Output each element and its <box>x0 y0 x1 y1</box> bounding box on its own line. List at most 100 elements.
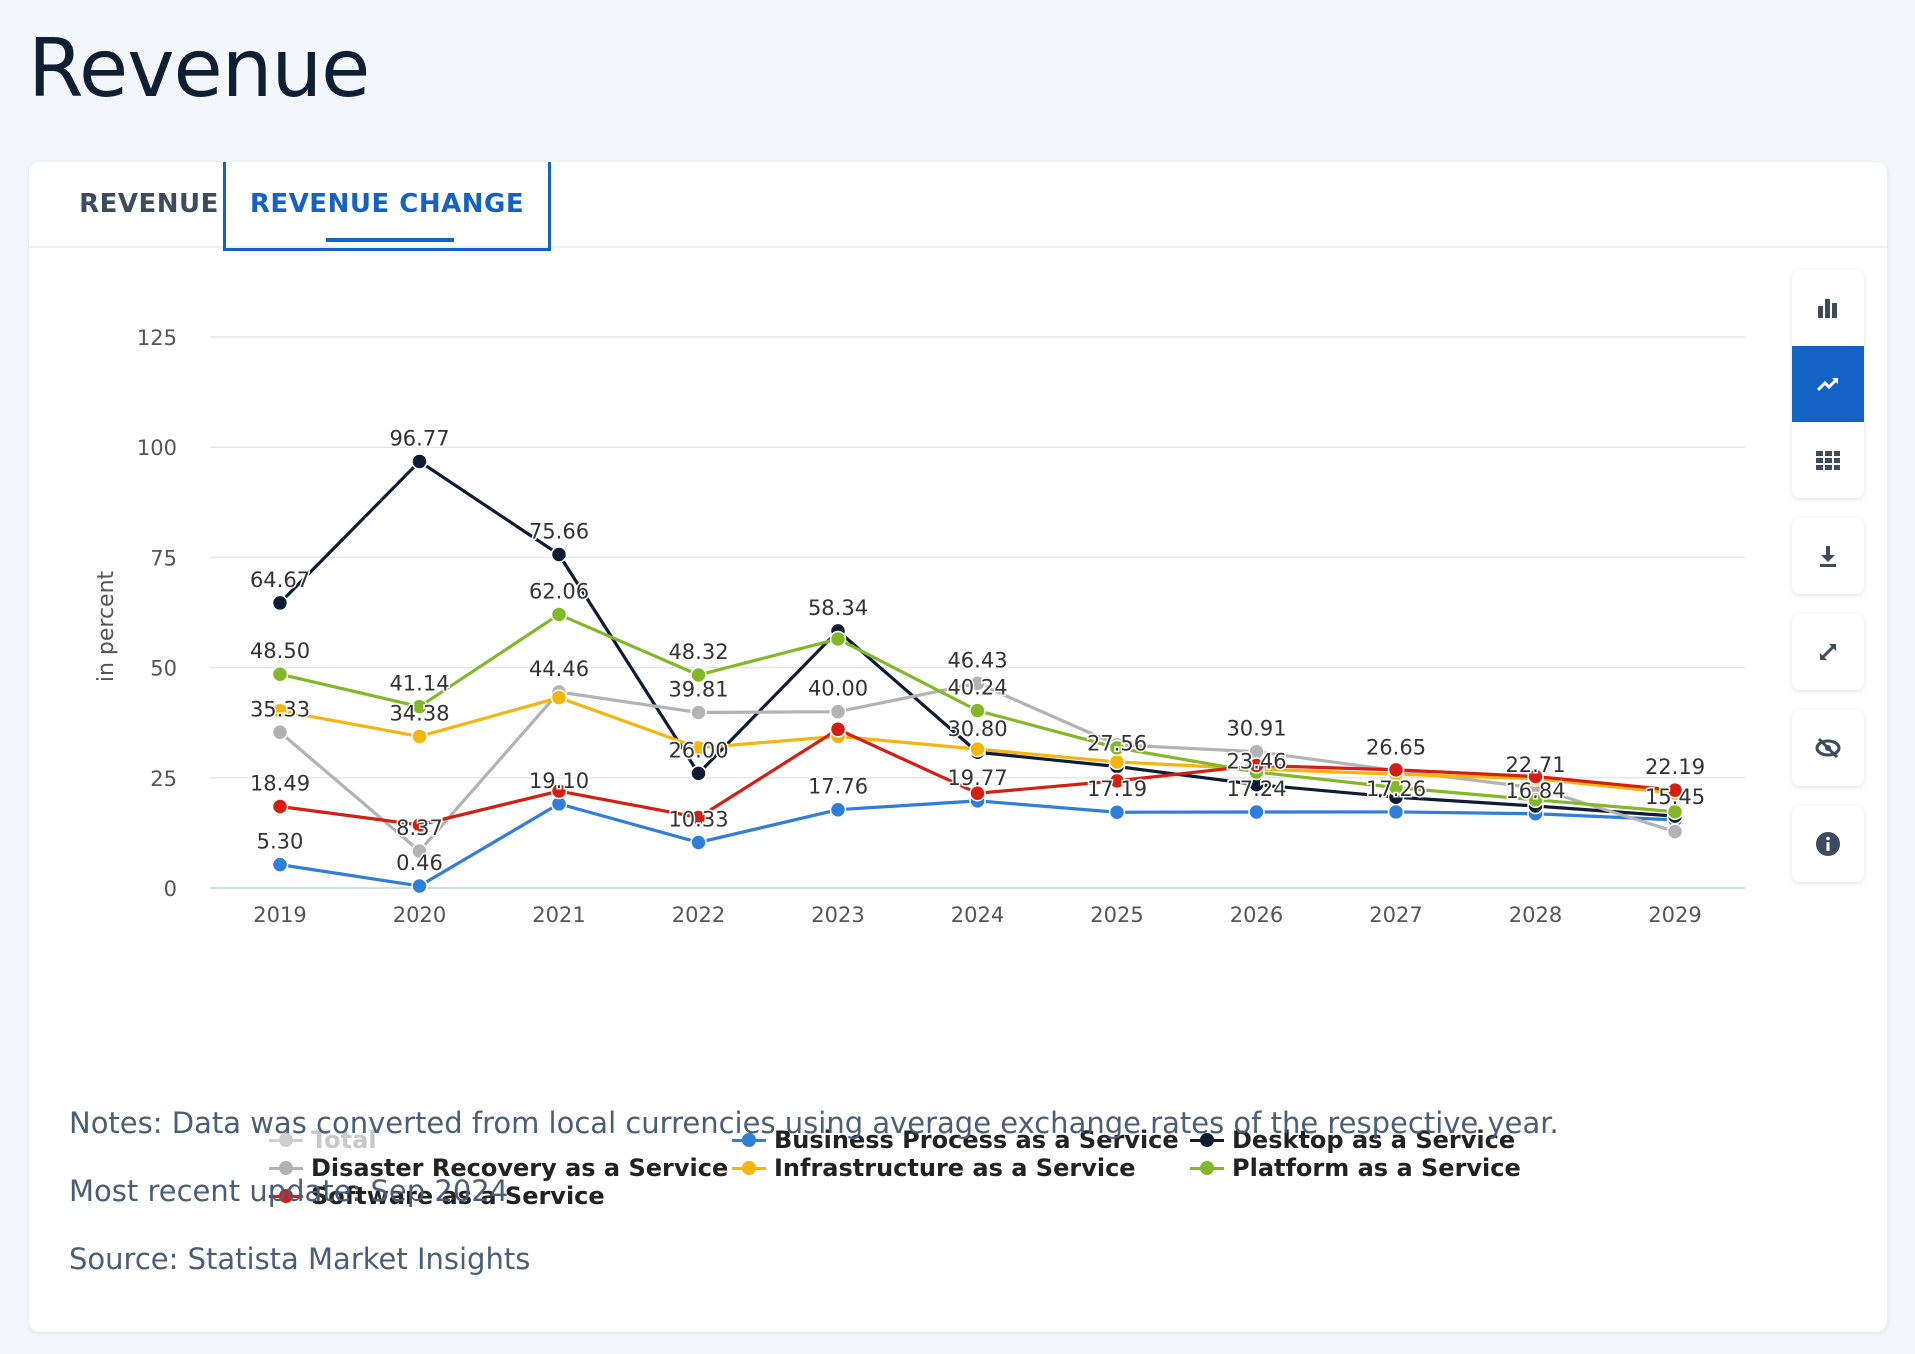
legend-label: Software as a Service <box>311 1182 605 1210</box>
data-point-business-process-as-a-service[interactable] <box>1387 803 1405 821</box>
legend-label: Business Process as a Service <box>774 1126 1179 1154</box>
data-label: 26.00 <box>668 738 728 762</box>
data-point-disaster-recovery-as-a-service[interactable] <box>690 704 707 721</box>
data-point-platform-as-a-service[interactable] <box>969 702 986 719</box>
info-button[interactable] <box>1792 806 1864 882</box>
data-label: 48.32 <box>668 640 728 664</box>
data-point-software-as-a-service[interactable] <box>969 784 986 802</box>
tab-revenue[interactable]: REVENUE <box>79 189 219 219</box>
data-point-platform-as-a-service[interactable] <box>1387 779 1405 796</box>
y-tick-label: 25 <box>150 767 177 791</box>
data-point-disaster-recovery-as-a-service[interactable] <box>829 703 847 720</box>
data-point-infrastructure-as-a-service[interactable] <box>969 740 986 758</box>
data-label: 35.33 <box>250 697 310 721</box>
data-point-business-process-as-a-service[interactable] <box>411 877 428 895</box>
notes-section: Notes: Data was converted from local cur… <box>69 1107 1559 1311</box>
chart-legend: Total Business Process as a Service Deskto… <box>269 1126 1569 1216</box>
data-point-software-as-a-service[interactable] <box>1527 768 1544 785</box>
info-icon <box>1816 832 1840 856</box>
legend-item-disaster-recovery-as-a-service[interactable]: Disaster Recovery as a Service <box>269 1154 728 1182</box>
data-label: 40.00 <box>808 677 868 701</box>
data-point-platform-as-a-service[interactable] <box>411 698 428 715</box>
data-point-software-as-a-service[interactable] <box>271 798 289 815</box>
hide-group <box>1792 710 1864 786</box>
legend-item-platform-as-a-service[interactable]: Platform as a Service <box>1190 1154 1521 1182</box>
data-point-software-as-a-service[interactable] <box>1248 757 1265 774</box>
hide-button[interactable] <box>1792 710 1864 786</box>
line-chart-icon <box>1816 377 1839 392</box>
data-label: 16.84 <box>1505 779 1565 803</box>
legend-item-total[interactable]: Total <box>269 1126 377 1154</box>
x-tick-label: 2019 <box>253 903 306 927</box>
x-tick-label: 2024 <box>951 903 1004 927</box>
legend-swatch <box>1190 1161 1224 1175</box>
data-point-disaster-recovery-as-a-service[interactable] <box>411 842 428 860</box>
line-chart-button[interactable] <box>1792 346 1864 422</box>
legend-item-desktop-as-a-service[interactable]: Desktop as a Service <box>1190 1126 1515 1154</box>
data-point-business-process-as-a-service[interactable] <box>1248 803 1265 821</box>
download-group <box>1792 518 1864 594</box>
data-point-software-as-a-service[interactable] <box>690 809 707 826</box>
y-tick-label: 75 <box>150 546 177 570</box>
data-point-platform-as-a-service[interactable] <box>1527 791 1544 809</box>
download-icon <box>1820 546 1836 567</box>
data-point-platform-as-a-service[interactable] <box>829 630 847 648</box>
data-point-software-as-a-service[interactable] <box>1387 761 1405 779</box>
download-button[interactable] <box>1792 518 1864 594</box>
tab-revenue-change[interactable]: REVENUE CHANGE <box>223 162 551 251</box>
data-point-business-process-as-a-service[interactable] <box>271 856 289 873</box>
legend-label: Total <box>311 1126 377 1154</box>
legend-item-infrastructure-as-a-service[interactable]: Infrastructure as a Service <box>732 1154 1136 1182</box>
data-point-infrastructure-as-a-service[interactable] <box>1108 753 1126 771</box>
y-tick-label: 0 <box>164 877 177 901</box>
data-point-infrastructure-as-a-service[interactable] <box>690 739 707 757</box>
data-label: 19.10 <box>529 769 589 793</box>
table-button[interactable] <box>1792 422 1864 498</box>
data-point-business-process-as-a-service[interactable] <box>829 801 847 818</box>
data-point-software-as-a-service[interactable] <box>411 816 428 834</box>
data-point-infrastructure-as-a-service[interactable] <box>550 689 568 706</box>
legend-swatch <box>269 1161 303 1175</box>
data-point-disaster-recovery-as-a-service[interactable] <box>1666 823 1684 840</box>
notes-text: Notes: Data was converted from local cur… <box>69 1106 1559 1140</box>
data-label: 22.19 <box>1645 755 1705 779</box>
x-tick-label: 2028 <box>1509 903 1562 927</box>
x-tick-label: 2021 <box>532 903 585 927</box>
data-label: 44.46 <box>529 657 589 681</box>
data-point-infrastructure-as-a-service[interactable] <box>411 728 428 745</box>
active-tab-underline <box>326 238 454 242</box>
data-point-software-as-a-service[interactable] <box>1108 772 1126 790</box>
data-label: 19.77 <box>947 766 1007 790</box>
data-point-desktop-as-a-service[interactable] <box>411 453 428 470</box>
data-point-software-as-a-service[interactable] <box>550 782 568 800</box>
data-point-desktop-as-a-service[interactable] <box>690 765 707 782</box>
data-point-business-process-as-a-service[interactable] <box>1108 803 1126 821</box>
data-point-platform-as-a-service[interactable] <box>1108 739 1126 757</box>
fullscreen-icon <box>1820 644 1836 660</box>
data-point-platform-as-a-service[interactable] <box>271 665 289 683</box>
data-point-platform-as-a-service[interactable] <box>690 666 707 684</box>
data-point-infrastructure-as-a-service[interactable] <box>271 702 289 720</box>
data-label: 22.71 <box>1505 753 1565 777</box>
data-point-platform-as-a-service[interactable] <box>1666 803 1684 820</box>
x-tick-label: 2029 <box>1648 903 1701 927</box>
data-point-software-as-a-service[interactable] <box>829 721 847 738</box>
update-text: Most recent update: Sep 2024 <box>69 1174 509 1208</box>
fullscreen-button[interactable] <box>1792 614 1864 690</box>
data-point-software-as-a-service[interactable] <box>1666 781 1684 799</box>
data-point-desktop-as-a-service[interactable] <box>550 546 568 563</box>
data-label: 64.67 <box>250 568 310 592</box>
data-point-business-process-as-a-service[interactable] <box>690 834 707 851</box>
legend-item-software-as-a-service[interactable]: Software as a Service <box>269 1182 605 1210</box>
legend-label: Platform as a Service <box>1232 1154 1521 1182</box>
legend-label: Infrastructure as a Service <box>774 1154 1136 1182</box>
data-point-disaster-recovery-as-a-service[interactable] <box>271 724 289 741</box>
bar-chart-button[interactable] <box>1792 270 1864 346</box>
x-tick-label: 2022 <box>672 903 725 927</box>
data-point-desktop-as-a-service[interactable] <box>271 594 289 612</box>
data-point-disaster-recovery-as-a-service[interactable] <box>969 675 986 692</box>
data-point-platform-as-a-service[interactable] <box>550 606 568 623</box>
data-label: 39.81 <box>668 678 728 702</box>
data-label: 96.77 <box>389 426 449 450</box>
legend-item-business-process-as-a-service[interactable]: Business Process as a Service <box>732 1126 1179 1154</box>
